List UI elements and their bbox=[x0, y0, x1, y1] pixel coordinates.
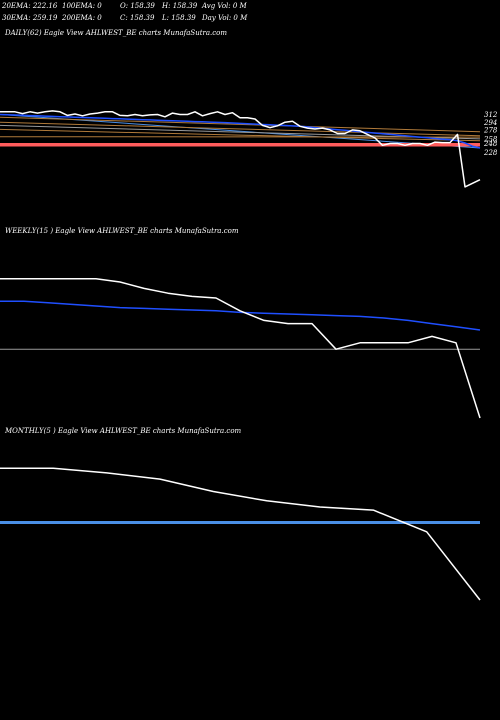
weekly-panel-title: WEEKLY(15 ) Eagle View AHLWEST_BE charts… bbox=[5, 227, 239, 235]
daily-ema-line-1 bbox=[0, 113, 481, 149]
weekly-ema-line-1 bbox=[0, 300, 481, 331]
monthly-price-line-0 bbox=[0, 467, 481, 601]
stat-100ema: 100EMA: 0 bbox=[62, 2, 102, 10]
monthly-chart-panel bbox=[0, 467, 481, 601]
stat-day-vol: Day Vol: 0 M bbox=[201, 14, 248, 22]
stat-low: L: 158.39 bbox=[161, 14, 196, 22]
weekly-price-line-0 bbox=[0, 278, 481, 419]
stat-close: C: 158.39 bbox=[120, 14, 155, 22]
daily-panel-title: DAILY(62) Eagle View AHLWEST_BE charts M… bbox=[4, 29, 227, 37]
header-stats: 20EMA: 222.16 100EMA: 0 O: 158.39 H: 158… bbox=[1, 2, 248, 22]
stat-open: O: 158.39 bbox=[120, 2, 155, 10]
stat-high: H: 158.39 bbox=[161, 2, 198, 10]
daily-y-tick-label: 278 bbox=[483, 126, 498, 134]
daily-y-tick-label: 294 bbox=[483, 119, 497, 127]
daily-ma-line-4 bbox=[0, 121, 481, 137]
daily-y-tick-label: 248 bbox=[483, 140, 498, 148]
monthly-panel-title: MONTHLY(5 ) Eagle View AHLWEST_BE charts… bbox=[4, 427, 242, 435]
stat-200ema: 200EMA: 0 bbox=[61, 14, 102, 22]
daily-y-tick-label: 312 bbox=[484, 111, 498, 119]
stat-30ema: 30EMA: 259.19 bbox=[2, 14, 58, 22]
stat-avg-vol: Avg Vol: 0 M bbox=[201, 2, 248, 10]
stat-20ema: 20EMA: 222.16 bbox=[1, 2, 58, 10]
daily-y-tick-label: 258 bbox=[483, 135, 498, 143]
daily-ma-line-6 bbox=[0, 128, 481, 142]
daily-y-tick-label: 228 bbox=[483, 149, 498, 157]
daily-price-line-0 bbox=[0, 110, 481, 188]
daily-ma-line-3 bbox=[0, 116, 481, 133]
weekly-chart-panel bbox=[0, 278, 481, 419]
